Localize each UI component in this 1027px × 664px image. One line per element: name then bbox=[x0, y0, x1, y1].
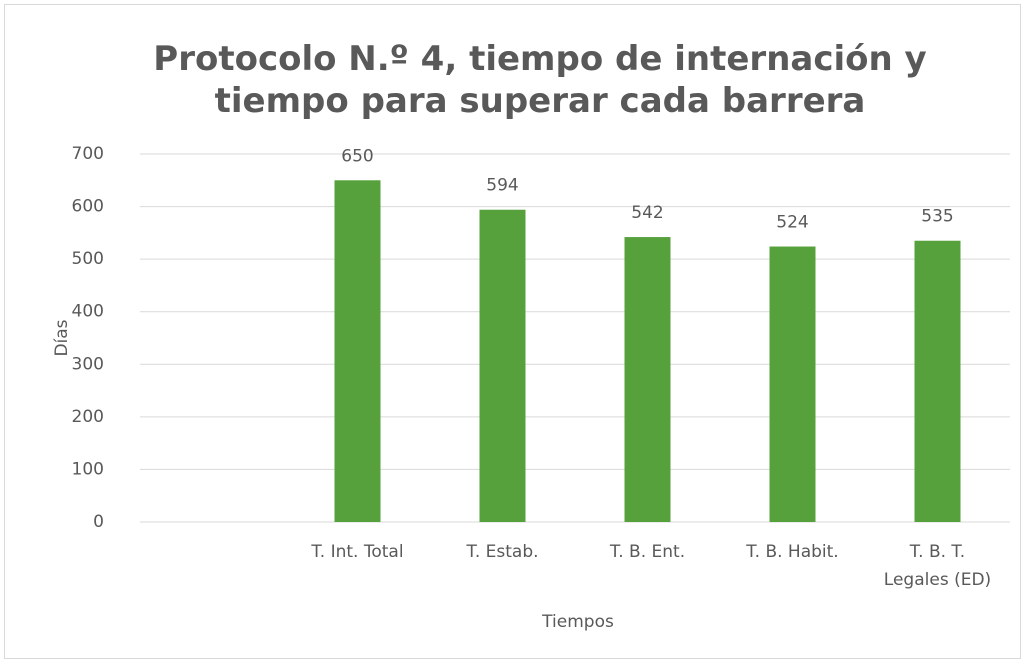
bar bbox=[914, 240, 961, 522]
data-label: 524 bbox=[776, 213, 808, 233]
y-tick-label: 500 bbox=[72, 249, 104, 269]
x-axis-label: Tiempos bbox=[541, 612, 614, 632]
y-axis-label: Días bbox=[52, 319, 72, 356]
bar bbox=[479, 209, 526, 522]
y-tick-label: 100 bbox=[72, 459, 104, 479]
bar bbox=[334, 180, 381, 523]
data-label: 594 bbox=[486, 176, 518, 196]
x-tick-label: T. B. T. Legales (ED) bbox=[884, 542, 991, 590]
y-tick-label: 400 bbox=[72, 302, 104, 322]
data-label: 650 bbox=[341, 146, 373, 166]
bar bbox=[624, 237, 671, 522]
bar bbox=[769, 246, 816, 523]
data-label: 542 bbox=[631, 203, 663, 223]
y-tick-label: 200 bbox=[72, 407, 104, 427]
chart-title: Protocolo N.º 4, tiempo de internación y… bbox=[153, 39, 926, 121]
y-tick-label: 700 bbox=[72, 144, 104, 164]
x-tick-label: T. B. Habit. bbox=[745, 542, 838, 562]
y-tick-label: 0 bbox=[93, 512, 104, 532]
x-tick-label: T. Estab. bbox=[465, 542, 538, 562]
y-tick-label: 300 bbox=[72, 354, 104, 374]
y-tick-label: 600 bbox=[72, 197, 104, 217]
x-tick-label: T. B. Ent. bbox=[609, 542, 685, 562]
data-label: 535 bbox=[921, 207, 953, 227]
x-tick-label: T. Int. Total bbox=[310, 542, 403, 562]
